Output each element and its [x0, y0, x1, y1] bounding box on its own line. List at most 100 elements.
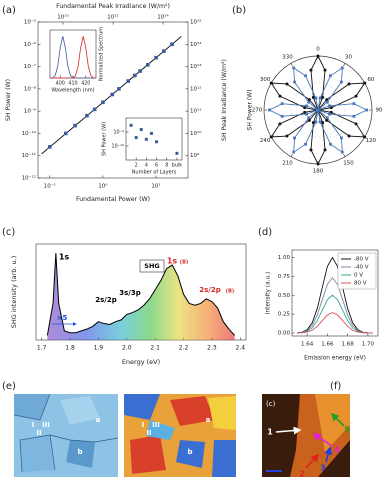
panel-label: (c) [2, 227, 15, 238]
data-point [314, 120, 318, 124]
arrow-label: 5 [344, 426, 350, 435]
data-point [293, 136, 296, 140]
y-tick-label: 10⁻¹² [22, 175, 36, 182]
data-point [73, 123, 77, 128]
plot-frame [125, 117, 183, 161]
annotation: 3s/3p [119, 289, 140, 297]
arrow-label: 4 [334, 446, 340, 455]
legend-label: 80 V [354, 281, 367, 287]
data-point [154, 55, 158, 60]
x-tick-label: 8 [165, 163, 168, 169]
theta-tick-label: 330 [282, 55, 293, 61]
data-point [316, 54, 320, 58]
data-point [347, 82, 351, 86]
data-point [139, 128, 143, 132]
data-point [325, 98, 329, 102]
y-axis-title: SH Power (W) [102, 122, 108, 156]
data-point [329, 74, 332, 78]
polar-grid [290, 82, 346, 138]
y-axis-title: SHG intensity (arb. u.) [10, 256, 18, 329]
data-point [129, 123, 133, 127]
data-point [92, 107, 97, 112]
image-label: (c) [266, 400, 276, 408]
y2-tick-label: 10¹³ [190, 63, 201, 70]
data-point [352, 114, 356, 118]
data-point [318, 120, 322, 124]
data-point [293, 80, 296, 84]
data-point [145, 63, 150, 67]
panel-label: (d) [258, 227, 272, 238]
y-tick-label: 10⁻⁵ [24, 19, 36, 26]
image-label: I [142, 421, 145, 429]
data-point [47, 145, 52, 149]
data-point [352, 102, 356, 106]
x-tick-label: 410 [68, 81, 77, 87]
x-tick-label: 1.8 [65, 345, 75, 352]
data-point [354, 122, 358, 126]
y2-tick-label: 10⁹ [190, 152, 199, 159]
annotation: 2s/2p [199, 286, 220, 294]
image-label: b [77, 448, 82, 456]
x-axis-title: Energy (eV) [122, 358, 160, 366]
x-tick-label: 10⁻¹ [44, 183, 56, 190]
theta-tick-label: 30 [345, 55, 352, 61]
y2-tick-label: 10¹⁰ [190, 130, 202, 137]
y2-axis-title: SH Peak Irradiance (W/m²) [221, 59, 228, 141]
data-point [365, 108, 368, 112]
y-tick-label: 10⁻⁹ [24, 108, 36, 115]
image-e-right [124, 394, 236, 477]
data-point [325, 116, 329, 120]
x-tick-label: 1.64 [301, 342, 314, 348]
x-tick-label: 2.2 [179, 345, 189, 352]
data-point [305, 112, 308, 116]
annotation: SHG [144, 262, 159, 270]
theta-tick [343, 63, 346, 66]
theta-tick-label: 210 [282, 160, 293, 166]
legend-label: 0 V [354, 273, 363, 279]
data-point [340, 136, 343, 140]
data-point [133, 73, 137, 78]
annotation: 1s [167, 257, 178, 266]
theta-tick-label: 150 [343, 160, 354, 166]
data-point [269, 81, 273, 85]
data-point [280, 102, 284, 106]
data-point [311, 121, 315, 125]
x-tick-label: 1.7 [37, 345, 47, 352]
y-tick-label: 10⁻⁸ [24, 85, 37, 92]
x-axis-title: Fundamental Power (W) [76, 196, 150, 203]
x2-tick-label: 10¹² [107, 14, 118, 21]
data-point [311, 95, 315, 99]
data-point [161, 49, 166, 53]
data-point [340, 150, 344, 154]
series-line [297, 312, 373, 334]
data-point [329, 142, 332, 146]
series-line [297, 294, 373, 334]
legend-label: -40 V [354, 265, 369, 271]
plot-frame [291, 249, 379, 337]
data-point [138, 69, 142, 73]
data-point [134, 136, 138, 140]
data-point [144, 137, 148, 141]
data-point [304, 142, 307, 146]
panel-label: (a) [2, 5, 16, 16]
data-point [175, 151, 179, 155]
image-label: a [206, 416, 211, 424]
data-point [340, 66, 344, 70]
x-tick-label: 2.0 [122, 345, 132, 352]
data-point [292, 66, 296, 70]
annotation: (B) [180, 260, 188, 266]
x-tick-label: 420 [81, 81, 90, 87]
x-tick-label: 1.70 [362, 342, 375, 348]
y-tick-label: 10⁻¹⁰ [112, 144, 125, 150]
annotation: 2s/2p [95, 296, 116, 304]
data-point [323, 68, 327, 72]
data-point [309, 68, 313, 72]
y2-tick-label: 10¹⁴ [190, 41, 202, 48]
y2-tick-label: 10¹⁵ [190, 19, 201, 26]
data-point [325, 100, 329, 104]
theta-tick-label: 0 [316, 47, 320, 53]
image-label: a [96, 416, 101, 424]
data-point [292, 150, 296, 154]
x-tick-label: 1.68 [342, 342, 355, 348]
data-point [316, 108, 320, 112]
